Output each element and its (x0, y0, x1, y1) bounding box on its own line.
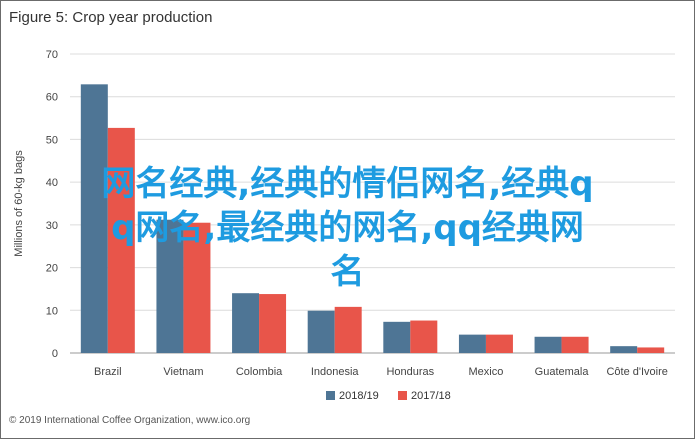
bar-2018/19-Vietnam (156, 219, 184, 353)
bar-2017/18-Vietnam (183, 222, 211, 353)
y-axis-ticks: 0 10 20 30 40 50 60 70 (46, 49, 58, 360)
bar-2018/19-Mexico (458, 334, 486, 353)
x-tick-label: Honduras (386, 366, 434, 378)
bar-2018/19-Honduras (383, 321, 411, 353)
overlay-line-3: 名 (330, 252, 365, 292)
bar-2018/19-Guatemala (534, 336, 562, 353)
x-tick-label: Côte d'Ivoire (606, 366, 667, 378)
legend-label: 2017/18 (411, 390, 451, 402)
y-axis-label: Millions of 60-kg bags (13, 150, 25, 257)
overlay-line-1: 网名经典,经典的情侣网名,经典q (101, 164, 594, 204)
bar-2017/18-Guatemala (561, 336, 589, 353)
chart-legend: 2018/19 2017/18 (326, 390, 451, 402)
y-tick-label: 0 (52, 348, 58, 360)
bar-2017/18-Mexico (485, 334, 513, 353)
bar-2018/19-Indonesia (307, 310, 335, 353)
legend-swatch (398, 391, 407, 400)
y-tick-label: 40 (46, 177, 58, 189)
chart-bars (80, 84, 665, 353)
x-tick-label: Guatemala (535, 366, 590, 378)
x-tick-label: Brazil (94, 366, 122, 378)
y-tick-label: 50 (46, 134, 58, 146)
y-tick-label: 70 (46, 49, 58, 61)
overlay-text: 网名经典,经典的情侣网名,经典q q网名,最经典的网名,qq经典网 名 (0, 162, 695, 294)
y-tick-label: 60 (46, 92, 58, 104)
bar-2017/18-Honduras (410, 320, 438, 353)
bar-2018/19-Colombia (232, 293, 260, 353)
bar-2017/18-Côte d'Ivoire (637, 347, 665, 353)
x-tick-label: Indonesia (311, 366, 360, 378)
bar-2018/19-Brazil (80, 84, 108, 353)
legend-label: 2018/19 (339, 390, 379, 402)
bar-2017/18-Brazil (107, 127, 135, 353)
x-axis-ticks: Brazil Vietnam Colombia Indonesia Honduras Me… (94, 366, 668, 378)
y-tick-label: 30 (46, 220, 58, 232)
x-tick-label: Vietnam (163, 366, 203, 378)
bar-2017/18-Colombia (259, 294, 287, 353)
y-tick-label: 20 (46, 263, 58, 275)
x-tick-label: Mexico (469, 366, 504, 378)
bar-2018/19-Côte d'Ivoire (610, 346, 638, 353)
y-tick-label: 10 (46, 305, 58, 317)
figure-footer: © 2019 International Coffee Organization… (9, 415, 251, 426)
overlay-line-2: q网名,最经典的网名,qq经典网 (111, 208, 584, 248)
x-tick-label: Colombia (236, 366, 283, 378)
figure-title: Figure 5: Crop year production (9, 9, 213, 26)
legend-swatch (326, 391, 335, 400)
bar-2017/18-Indonesia (334, 306, 362, 353)
